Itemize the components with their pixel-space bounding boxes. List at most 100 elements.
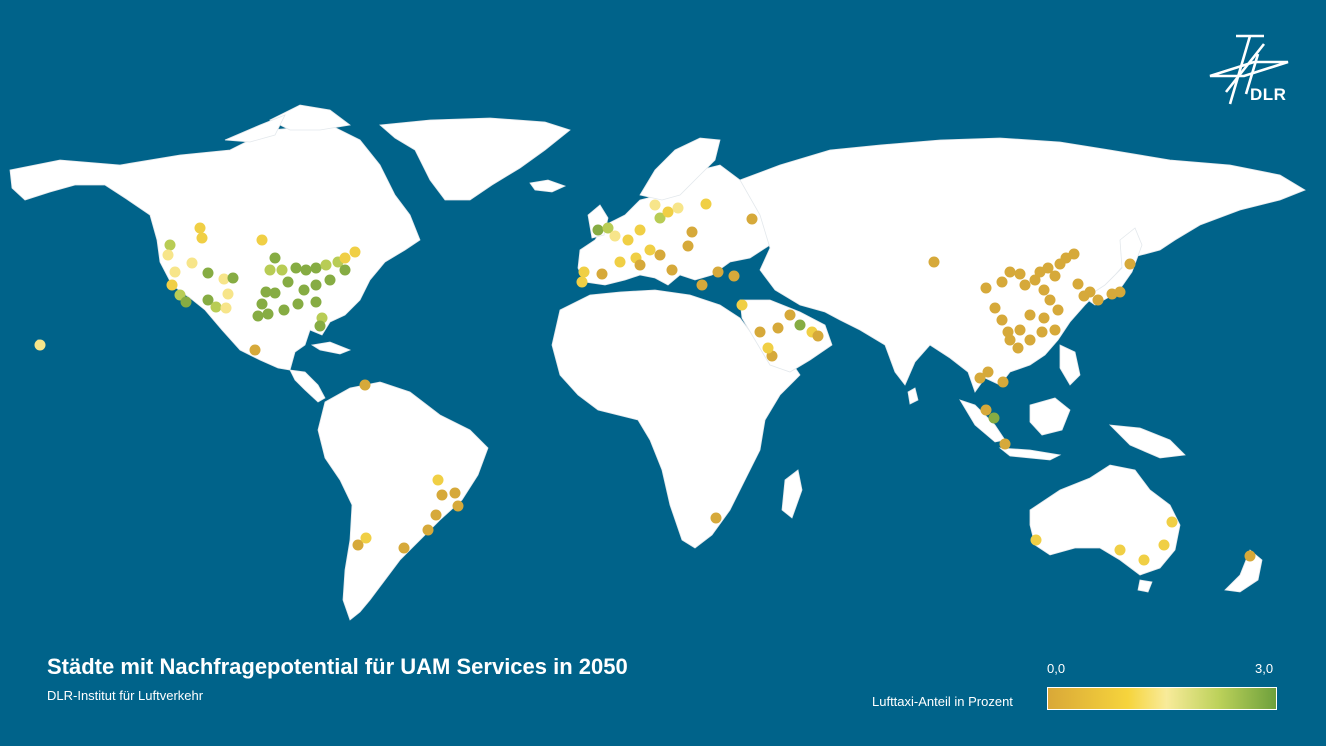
city-marker <box>260 286 272 298</box>
city-marker <box>359 379 371 391</box>
city-marker <box>349 246 361 258</box>
philippines <box>1059 344 1081 386</box>
city-marker <box>1036 326 1048 338</box>
city-marker <box>609 230 621 242</box>
arabian-peninsula <box>739 299 833 373</box>
australia <box>1029 464 1181 576</box>
city-marker <box>736 299 748 311</box>
city-marker <box>262 308 274 320</box>
city-marker <box>794 319 806 331</box>
city-marker <box>290 262 302 274</box>
city-marker <box>762 342 774 354</box>
city-marker <box>662 206 674 218</box>
city-marker <box>210 301 222 313</box>
java <box>998 447 1062 461</box>
city-marker <box>436 489 448 501</box>
sri-lanka <box>907 387 919 405</box>
city-marker <box>256 234 268 246</box>
city-marker <box>686 226 698 238</box>
city-marker <box>310 262 322 274</box>
city-marker <box>1158 539 1170 551</box>
city-marker <box>218 273 230 285</box>
city-marker <box>398 542 410 554</box>
city-marker <box>249 344 261 356</box>
central-america <box>289 369 326 403</box>
city-marker <box>1024 334 1036 346</box>
city-marker <box>996 276 1008 288</box>
city-marker <box>1038 312 1050 324</box>
city-marker <box>1024 309 1036 321</box>
city-marker <box>292 298 304 310</box>
city-marker <box>320 259 332 271</box>
city-marker <box>1092 294 1104 306</box>
city-marker <box>634 224 646 236</box>
city-marker <box>1166 516 1178 528</box>
city-marker <box>314 320 326 332</box>
city-marker <box>622 234 634 246</box>
city-marker <box>220 302 232 314</box>
city-marker <box>576 276 588 288</box>
city-marker <box>360 532 372 544</box>
city-marker <box>1030 534 1042 546</box>
city-marker <box>298 284 310 296</box>
city-marker <box>772 322 784 334</box>
city-marker <box>452 500 464 512</box>
cuba <box>310 341 352 355</box>
madagascar <box>781 469 803 519</box>
legend-max-label: 3,0 <box>1255 661 1274 676</box>
city-marker <box>672 202 684 214</box>
city-marker <box>1044 294 1056 306</box>
city-marker <box>746 213 758 225</box>
new-guinea <box>1108 424 1186 459</box>
city-marker <box>982 366 994 378</box>
city-marker <box>278 304 290 316</box>
city-marker <box>999 438 1011 450</box>
city-marker <box>1042 262 1054 274</box>
city-marker <box>654 212 666 224</box>
city-marker <box>1052 304 1064 316</box>
city-marker <box>1244 550 1256 562</box>
city-marker <box>282 276 294 288</box>
city-marker <box>1004 334 1016 346</box>
greenland <box>379 117 571 201</box>
city-marker <box>310 279 322 291</box>
legend-min-label: 0,0 <box>1047 661 1066 676</box>
city-marker <box>310 296 322 308</box>
city-marker <box>194 222 206 234</box>
city-marker <box>256 298 268 310</box>
south-america <box>317 381 489 621</box>
city-marker <box>202 294 214 306</box>
dlr-logo-icon <box>1209 34 1289 105</box>
landmasses <box>9 104 1306 621</box>
city-marker <box>1014 268 1026 280</box>
city-marker <box>980 282 992 294</box>
city-marker <box>276 264 288 276</box>
city-marker <box>602 222 614 234</box>
borneo <box>1029 397 1071 436</box>
city-marker <box>710 512 722 524</box>
city-marker <box>1004 266 1016 278</box>
city-marker <box>1029 274 1041 286</box>
city-marker <box>1124 258 1136 270</box>
iceland <box>529 179 567 193</box>
city-marker <box>1114 286 1126 298</box>
new-zealand <box>1224 549 1263 593</box>
city-marker <box>592 224 604 236</box>
city-marker <box>1049 324 1061 336</box>
city-marker <box>422 524 434 536</box>
city-marker <box>196 232 208 244</box>
legend-color-bar <box>1047 687 1277 710</box>
asia <box>739 137 1306 393</box>
city-marker <box>264 264 276 276</box>
city-marker <box>449 487 461 499</box>
city-marker <box>1038 284 1050 296</box>
city-marker <box>324 274 336 286</box>
city-marker <box>1012 342 1024 354</box>
city-marker <box>186 257 198 269</box>
city-marker <box>300 264 312 276</box>
city-marker <box>644 244 656 256</box>
city-marker <box>700 198 712 210</box>
hudson-bay-islands <box>269 104 351 131</box>
city-marker <box>974 372 986 384</box>
